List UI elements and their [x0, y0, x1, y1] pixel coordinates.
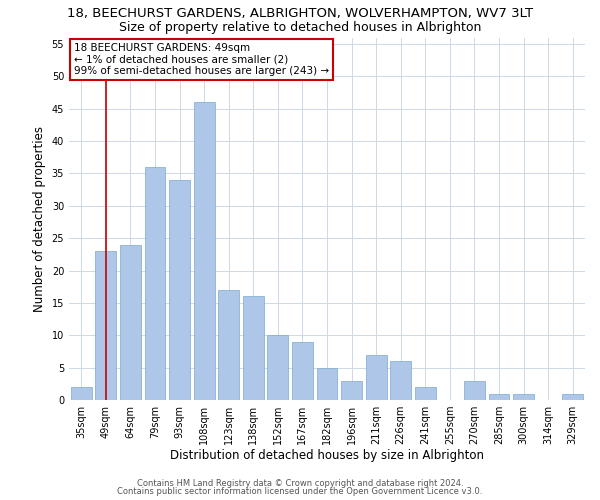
Bar — [71, 387, 92, 400]
Y-axis label: Number of detached properties: Number of detached properties — [33, 126, 46, 312]
X-axis label: Distribution of detached houses by size in Albrighton: Distribution of detached houses by size … — [170, 448, 484, 462]
Bar — [218, 290, 239, 400]
Bar — [243, 296, 264, 400]
Bar — [145, 167, 166, 400]
Bar — [120, 244, 141, 400]
Text: 18 BEECHURST GARDENS: 49sqm
← 1% of detached houses are smaller (2)
99% of semi-: 18 BEECHURST GARDENS: 49sqm ← 1% of deta… — [74, 43, 329, 76]
Bar — [317, 368, 337, 400]
Bar — [95, 251, 116, 400]
Bar — [365, 354, 386, 400]
Bar — [169, 180, 190, 400]
Text: 18, BEECHURST GARDENS, ALBRIGHTON, WOLVERHAMPTON, WV7 3LT: 18, BEECHURST GARDENS, ALBRIGHTON, WOLVE… — [67, 8, 533, 20]
Text: Contains public sector information licensed under the Open Government Licence v3: Contains public sector information licen… — [118, 487, 482, 496]
Text: Size of property relative to detached houses in Albrighton: Size of property relative to detached ho… — [119, 21, 481, 34]
Bar — [341, 380, 362, 400]
Bar — [562, 394, 583, 400]
Bar — [464, 380, 485, 400]
Bar — [488, 394, 509, 400]
Bar — [292, 342, 313, 400]
Bar — [268, 336, 289, 400]
Bar — [513, 394, 534, 400]
Bar — [415, 387, 436, 400]
Text: Contains HM Land Registry data © Crown copyright and database right 2024.: Contains HM Land Registry data © Crown c… — [137, 478, 463, 488]
Bar — [390, 361, 411, 400]
Bar — [194, 102, 215, 400]
